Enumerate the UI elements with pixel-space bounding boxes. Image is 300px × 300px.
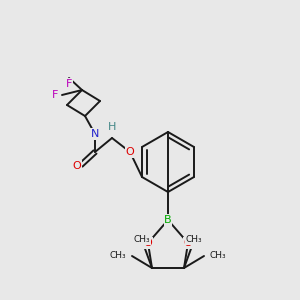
Text: O: O [126, 147, 134, 157]
Text: B: B [164, 215, 172, 225]
Text: H: H [108, 122, 116, 132]
Text: CH₃: CH₃ [110, 250, 126, 260]
Text: F: F [66, 79, 72, 89]
Text: O: O [73, 161, 81, 171]
Text: F: F [52, 90, 58, 100]
Text: N: N [91, 129, 99, 139]
Text: CH₃: CH₃ [186, 236, 202, 244]
Text: O: O [144, 238, 152, 248]
Text: O: O [184, 238, 192, 248]
Text: CH₃: CH₃ [210, 250, 226, 260]
Text: CH₃: CH₃ [134, 236, 150, 244]
